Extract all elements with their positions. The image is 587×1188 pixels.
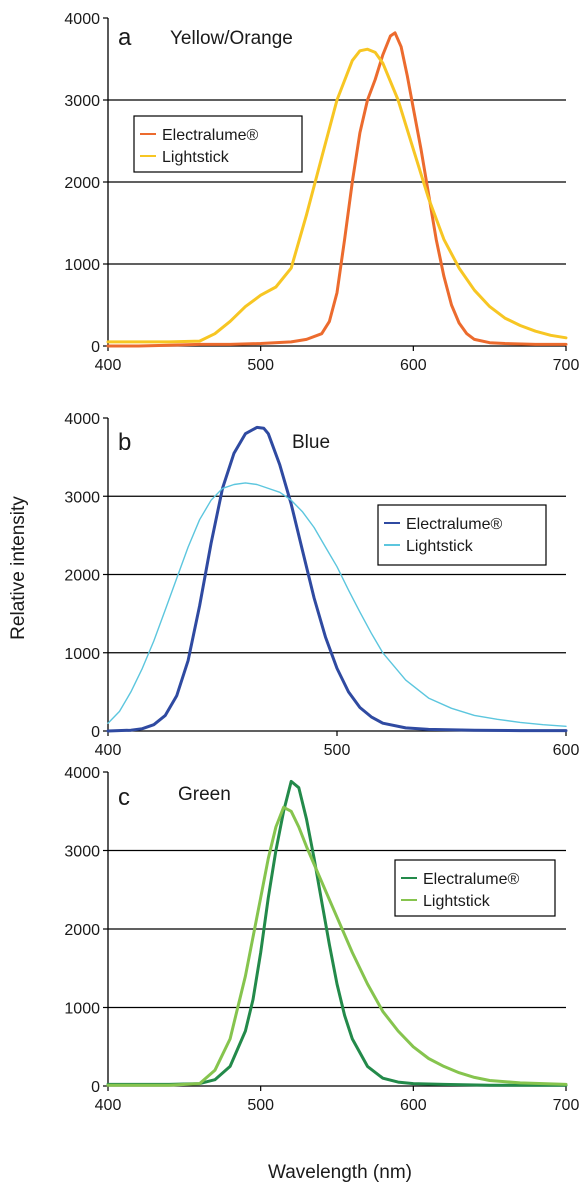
panel-title: Blue	[292, 432, 330, 453]
y-tick-label: 4000	[64, 411, 100, 428]
panel-letter: a	[118, 24, 132, 51]
y-tick-label: 4000	[64, 765, 100, 782]
y-tick-label: 3000	[64, 844, 100, 861]
legend-label: Lightstick	[423, 893, 491, 910]
legend-label: Lightstick	[162, 149, 230, 166]
y-tick-label: 3000	[64, 489, 100, 506]
chart-panel-b: 0 1000 2000 3000 4000 400 500 600 b Blue Electralu…	[64, 411, 579, 759]
y-tick-label: 1000	[64, 646, 100, 663]
y-tick-label: 1000	[64, 1001, 100, 1018]
chart-panel-c: 0 1000 2000 3000 4000 400 500 600 700 c Green Elect…	[64, 765, 579, 1114]
y-tick-label: 4000	[64, 11, 100, 28]
legend-label: Lightstick	[406, 538, 474, 555]
x-tick-label: 400	[95, 742, 122, 759]
panel-letter: c	[118, 784, 130, 811]
series-line-lightstick	[107, 482, 567, 727]
x-tick-label: 600	[400, 357, 427, 374]
y-tick-label: 2000	[64, 175, 100, 192]
legend-box	[133, 115, 303, 173]
legend-box	[394, 859, 556, 917]
legend-label: Electralume®	[162, 127, 258, 144]
x-tick-label: 500	[324, 742, 351, 759]
chart-panel-a: 0 1000 2000 3000 4000 400 500 600 700 a Yellow/Ora…	[64, 11, 579, 374]
legend-label: Electralume®	[406, 516, 502, 533]
y-axis-title: Relative intensity	[8, 496, 29, 640]
x-tick-label: 500	[247, 1097, 274, 1114]
legend: Electralume® Lightstick	[133, 115, 303, 173]
series-line-electralume	[106, 779, 568, 1087]
series-line-lightstick	[106, 47, 568, 344]
y-tick-label: 1000	[64, 257, 100, 274]
y-tick-label: 0	[91, 1079, 100, 1096]
series-line-electralume	[106, 425, 568, 733]
series-line-electralume	[106, 31, 568, 348]
y-tick-label: 2000	[64, 922, 100, 939]
x-tick-label: 500	[247, 357, 274, 374]
legend-label: Electralume®	[423, 871, 519, 888]
x-tick-label: 700	[553, 1097, 580, 1114]
x-tick-label: 400	[95, 357, 122, 374]
x-tick-label: 600	[400, 1097, 427, 1114]
x-tick-label: 600	[553, 742, 580, 759]
x-tick-label: 400	[95, 1097, 122, 1114]
panel-title: Yellow/Orange	[170, 28, 293, 49]
panel-title: Green	[178, 784, 231, 805]
series-line-lightstick	[106, 805, 568, 1087]
x-tick-label: 700	[553, 357, 580, 374]
panel-letter: b	[118, 429, 131, 456]
x-axis-title: Wavelength (nm)	[268, 1162, 412, 1183]
y-tick-label: 3000	[64, 93, 100, 110]
legend: Electralume® Lightstick	[377, 504, 547, 566]
legend: Electralume® Lightstick	[394, 859, 556, 917]
y-tick-label: 2000	[64, 568, 100, 585]
legend-box	[377, 504, 547, 566]
y-tick-label: 0	[91, 339, 100, 356]
y-tick-label: 0	[91, 724, 100, 741]
